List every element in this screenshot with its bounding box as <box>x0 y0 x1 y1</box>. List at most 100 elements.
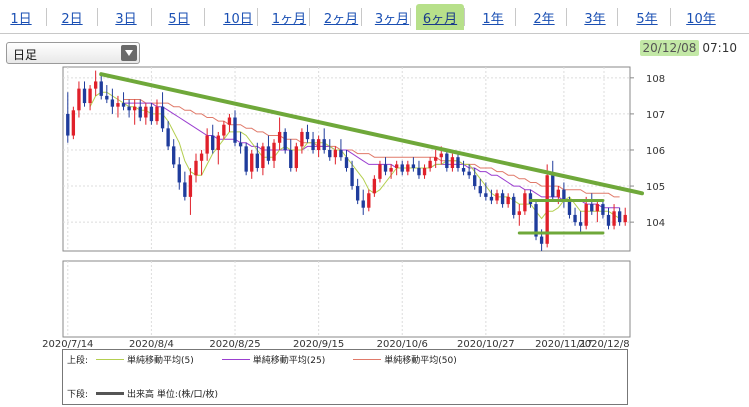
x-tick-label: 2020/12/8 <box>578 339 629 349</box>
candle-up <box>517 211 521 215</box>
tab-14[interactable]: 10年 <box>686 11 716 27</box>
candle-up <box>188 175 193 197</box>
legend-upper-label: 上段: <box>67 356 89 366</box>
tab-1[interactable]: 1日 <box>10 11 32 27</box>
candle-up <box>623 214 627 223</box>
legend-ma5-label: 単純移動平均(5) <box>127 356 194 366</box>
candle-down <box>445 153 449 169</box>
x-tick-label: 2020/9/15 <box>293 339 344 349</box>
candle-down <box>105 95 109 100</box>
tab-separator <box>515 8 516 26</box>
candle-down <box>539 236 544 244</box>
candle-up <box>88 88 92 104</box>
candle-down <box>573 214 577 223</box>
x-tick-label: 2020/7/14 <box>42 339 93 349</box>
tab-9[interactable]: 6ヶ月 <box>416 4 464 30</box>
candle-down <box>166 128 170 147</box>
candle-up <box>506 196 510 205</box>
candle-down <box>311 139 315 150</box>
candle-down <box>467 171 471 176</box>
candle-up <box>250 153 254 172</box>
candle-down <box>417 168 421 176</box>
candle-down <box>400 164 404 172</box>
candle-up <box>428 160 432 169</box>
candle-up <box>216 135 220 150</box>
candle-up <box>199 153 204 161</box>
legend-ma50: 単純移動平均(50) <box>353 353 457 366</box>
price-chart: 104 105 106 107 108 2020/7/14 2020/8/4 2020/8/2… <box>42 66 665 349</box>
timestamp: 20/12/08 07:10 <box>639 38 737 58</box>
candle-up <box>378 164 382 179</box>
chevron-down-icon[interactable] <box>121 45 137 61</box>
tab-7[interactable]: 2ヶ月 <box>323 11 359 27</box>
candle-down <box>177 164 181 183</box>
tab-separator <box>361 8 362 26</box>
tab-10[interactable]: 1年 <box>482 11 504 27</box>
candle-up <box>584 204 588 226</box>
candle-up <box>261 146 265 169</box>
candle-up <box>205 135 209 154</box>
candle-up <box>93 81 98 89</box>
tab-2[interactable]: 2日 <box>61 11 83 27</box>
candle-up <box>294 146 299 169</box>
candle-down <box>534 204 538 237</box>
candle-up <box>434 157 438 161</box>
candle-up <box>194 160 198 176</box>
candle-up <box>272 142 276 161</box>
candle-down <box>456 157 460 169</box>
candle-up <box>77 88 81 111</box>
tab-3[interactable]: 3日 <box>115 11 137 27</box>
candle-up <box>439 153 443 158</box>
candle-up <box>495 193 499 201</box>
tab-5[interactable]: 10日 <box>223 11 253 27</box>
candle-down <box>489 196 494 201</box>
candle-up <box>367 193 371 208</box>
candle-up <box>316 139 321 150</box>
tab-11[interactable]: 2年 <box>533 11 555 27</box>
candle-down <box>567 200 572 215</box>
candle-down <box>138 106 142 118</box>
candle-up <box>333 149 338 158</box>
candle-down <box>528 193 533 205</box>
candle-down <box>551 175 555 197</box>
interval-select[interactable]: 日足 <box>6 42 140 64</box>
candle-down <box>149 106 154 122</box>
tab-6[interactable]: 1ヶ月 <box>271 11 307 27</box>
candle-down <box>305 131 310 140</box>
candle-down <box>606 214 611 226</box>
legend-ma50-swatch <box>353 359 382 360</box>
y-tick-label: 104 <box>646 218 665 229</box>
tab-4[interactable]: 5日 <box>168 11 190 27</box>
candle-down <box>361 200 365 208</box>
candle-down <box>99 81 103 96</box>
tab-separator <box>151 8 152 26</box>
candle-up <box>612 211 616 226</box>
tab-separator <box>670 8 671 26</box>
candle-down <box>478 186 482 194</box>
candle-down <box>322 139 326 150</box>
candle-down <box>601 204 605 215</box>
candle-down <box>82 88 87 104</box>
candle-down <box>244 146 248 172</box>
candle-up <box>394 164 399 169</box>
candle-up <box>523 193 527 212</box>
candle-down <box>238 142 243 147</box>
volume-panel <box>62 260 631 338</box>
candle-down <box>172 146 176 165</box>
candle-down <box>484 193 488 197</box>
legend-ma25-label: 単純移動平均(25) <box>252 356 326 366</box>
candle-up <box>133 106 137 111</box>
x-tick-label: 2020/11/17 <box>535 339 593 349</box>
candle-down <box>328 149 332 158</box>
candle-down <box>411 164 416 169</box>
candle-up <box>595 204 600 212</box>
legend-volume: 出来高 単位:(株/口/枚) <box>96 387 218 400</box>
tab-13[interactable]: 5年 <box>636 11 658 27</box>
candle-down <box>339 149 343 158</box>
tab-separator <box>464 8 465 26</box>
tab-separator <box>204 8 205 26</box>
candle-up <box>71 110 76 136</box>
tab-12[interactable]: 3年 <box>584 11 606 27</box>
tab-8[interactable]: 3ヶ月 <box>374 11 410 27</box>
chart-legend: 上段: 単純移動平均(5) 単純移動平均(25) 単純移動平均(50) 下段: … <box>62 349 628 405</box>
